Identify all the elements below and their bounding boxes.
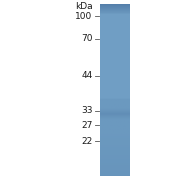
Text: kDa: kDa: [75, 2, 93, 11]
Text: 27: 27: [81, 121, 93, 130]
Text: 33: 33: [81, 106, 93, 115]
Text: 44: 44: [81, 71, 93, 80]
Text: 22: 22: [81, 137, 93, 146]
Text: 100: 100: [75, 12, 93, 21]
Text: 70: 70: [81, 34, 93, 43]
